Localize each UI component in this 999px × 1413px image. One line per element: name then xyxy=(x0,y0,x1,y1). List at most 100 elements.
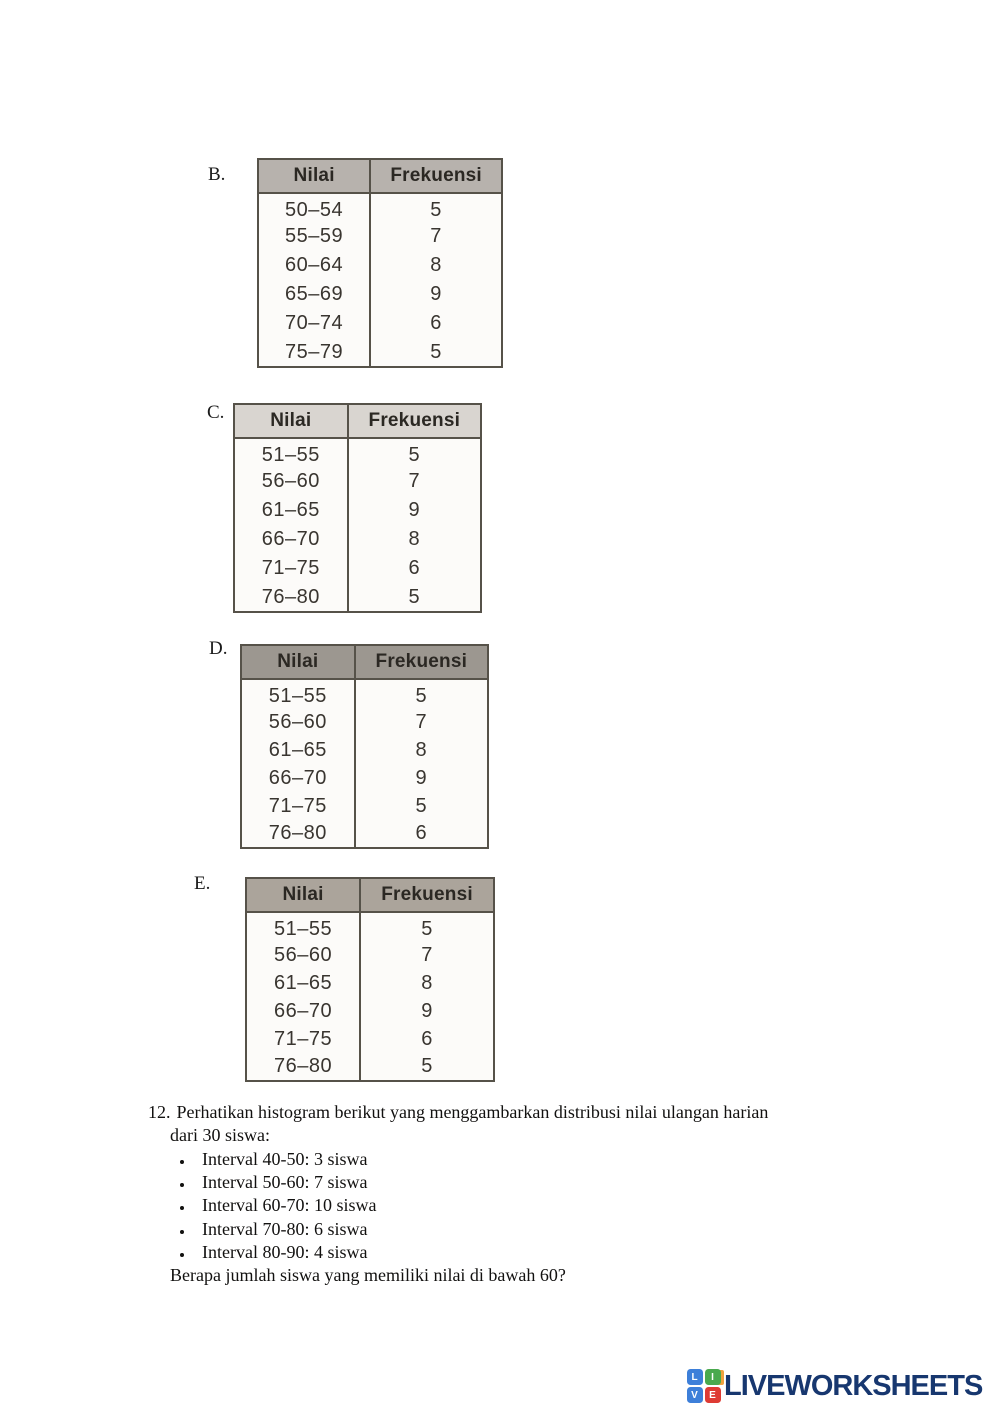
nilai-cell: 76–80 xyxy=(268,822,327,844)
logo-tile-v: V xyxy=(686,1387,703,1403)
table-row: 70–74 6 xyxy=(258,309,502,338)
frekuensi-cell: 7 xyxy=(346,467,481,496)
nilai-cell: 60–64 xyxy=(285,254,344,276)
frekuensi-cell: 6 xyxy=(359,1025,494,1053)
frekuensi-cell: 9 xyxy=(346,496,481,525)
column-header: Frekuensi xyxy=(346,404,481,438)
option-e-label: E. xyxy=(194,873,211,894)
table-row: 51–55 5 xyxy=(234,438,481,467)
table-row: 65–69 9 xyxy=(258,280,502,309)
nilai-cell: 70–74 xyxy=(285,312,344,334)
nilai-cell: 65–69 xyxy=(285,283,344,305)
nilai-cell: 51–55 xyxy=(261,444,320,466)
table-row: 66–70 9 xyxy=(241,764,488,792)
frekuensi-cell: 9 xyxy=(353,764,488,792)
frekuensi-cell: 7 xyxy=(353,708,488,736)
frekuensi-cell: 9 xyxy=(359,997,494,1025)
table-row: 71–75 6 xyxy=(234,554,481,583)
question-intro: Perhatikan histogram berikut yang mengga… xyxy=(176,1102,769,1122)
nilai-cell: 50–54 xyxy=(285,199,344,221)
interval-bullet: Interval 40-50: 3 siswa xyxy=(194,1148,872,1171)
table-row: 61–65 8 xyxy=(246,969,494,997)
logo-tile-e: E xyxy=(704,1387,721,1403)
nilai-cell: 51–55 xyxy=(273,918,333,940)
table-row: 51–55 5 xyxy=(241,679,488,708)
table-row: 50–54 5 xyxy=(258,193,502,222)
table-row: 61–65 8 xyxy=(241,736,488,764)
question-closing: Berapa jumlah siswa yang memiliki nilai … xyxy=(170,1265,566,1286)
interval-bullet: Interval 60-70: 10 siswa xyxy=(194,1194,872,1217)
interval-bullet-list: Interval 40-50: 3 siswaInterval 50-60: 7… xyxy=(148,1148,872,1264)
frekuensi-cell: 8 xyxy=(359,969,494,997)
nilai-cell: 56–60 xyxy=(273,943,333,966)
frekuensi-cell: 6 xyxy=(346,554,481,583)
frequency-table-option-c: Nilai Frekuensi 51–55 5 56–60 7 61–65 9 66–70 8 7… xyxy=(233,403,482,613)
table-row: 71–75 5 xyxy=(241,792,488,820)
nilai-cell: 61–65 xyxy=(268,738,327,761)
interval-bullet: Interval 80-90: 4 siswa xyxy=(194,1241,872,1264)
table-row: 66–70 9 xyxy=(246,997,494,1025)
interval-bullet: Interval 50-60: 7 siswa xyxy=(194,1171,872,1194)
option-b-label: B. xyxy=(208,164,226,185)
table-header-row: Nilai Frekuensi xyxy=(234,404,481,438)
table-row: 76–80 5 xyxy=(246,1053,494,1081)
frekuensi-cell: 8 xyxy=(346,525,481,554)
frekuensi-cell: 7 xyxy=(369,222,502,251)
column-header: Nilai xyxy=(277,651,319,672)
frekuensi-cell: 6 xyxy=(353,820,488,848)
frequency-table-option-e: Nilai Frekuensi 51–55 5 56–60 7 61–65 8 66–70 9 7… xyxy=(245,877,495,1082)
nilai-cell: 71–75 xyxy=(273,1027,333,1050)
frekuensi-cell: 7 xyxy=(359,941,494,969)
nilai-cell: 56–60 xyxy=(268,710,327,733)
table-header-row: Nilai Frekuensi xyxy=(241,645,488,679)
table-row: 66–70 8 xyxy=(234,525,481,554)
nilai-cell: 66–70 xyxy=(261,528,320,550)
column-header: Nilai xyxy=(270,410,312,431)
frekuensi-cell: 8 xyxy=(369,251,502,280)
table-row: 56–60 7 xyxy=(246,941,494,969)
table-row: 56–60 7 xyxy=(241,708,488,736)
question-text-line-2: dari 30 siswa: xyxy=(170,1125,270,1146)
frekuensi-cell: 5 xyxy=(346,438,481,467)
logo-orange-accent xyxy=(717,1369,724,1385)
nilai-cell: 61–65 xyxy=(273,971,333,994)
table-row: 71–75 6 xyxy=(246,1025,494,1053)
logo-tile-l: L xyxy=(686,1369,703,1385)
frekuensi-cell: 9 xyxy=(369,280,502,309)
table-row: 76–80 6 xyxy=(241,820,488,848)
table-row: 60–64 8 xyxy=(258,251,502,280)
frekuensi-cell: 5 xyxy=(353,792,488,820)
nilai-cell: 71–75 xyxy=(268,794,327,817)
column-header: Frekuensi xyxy=(353,645,488,679)
column-header: Nilai xyxy=(282,884,324,905)
question-text-line-1: 12. Perhatikan histogram berikut yang men… xyxy=(148,1101,872,1124)
interval-bullet: Interval 70-80: 6 siswa xyxy=(194,1218,872,1241)
column-header: Frekuensi xyxy=(369,159,502,193)
frekuensi-cell: 5 xyxy=(346,583,481,612)
nilai-cell: 61–65 xyxy=(261,499,320,521)
column-header: Nilai xyxy=(293,165,335,186)
frekuensi-cell: 6 xyxy=(369,309,502,338)
frekuensi-cell: 5 xyxy=(369,193,502,222)
question-12: 12. Perhatikan histogram berikut yang men… xyxy=(148,1101,872,1288)
nilai-cell: 51–55 xyxy=(268,685,327,707)
table-row: 55–59 7 xyxy=(258,222,502,251)
table-header-row: Nilai Frekuensi xyxy=(246,878,494,912)
frequency-table-option-d: Nilai Frekuensi 51–55 5 56–60 7 61–65 8 66–70 9 7… xyxy=(240,644,489,849)
nilai-cell: 76–80 xyxy=(273,1055,333,1077)
table-row: 76–80 5 xyxy=(234,583,481,612)
nilai-cell: 66–70 xyxy=(268,766,327,789)
frekuensi-cell: 5 xyxy=(359,912,494,941)
frekuensi-cell: 8 xyxy=(353,736,488,764)
logo-tile-i: I xyxy=(704,1369,721,1385)
table-row: 51–55 5 xyxy=(246,912,494,941)
nilai-cell: 66–70 xyxy=(273,999,333,1022)
liveworksheets-wordmark: LIVEWORKSHEETS xyxy=(724,1370,983,1402)
option-c-label: C. xyxy=(207,402,225,423)
table-row: 75–79 5 xyxy=(258,338,502,367)
nilai-cell: 71–75 xyxy=(261,557,320,579)
frequency-table-option-b: Nilai Frekuensi 50–54 5 55–59 7 60–64 8 65–69 9 7… xyxy=(257,158,503,368)
nilai-cell: 56–60 xyxy=(261,470,320,492)
